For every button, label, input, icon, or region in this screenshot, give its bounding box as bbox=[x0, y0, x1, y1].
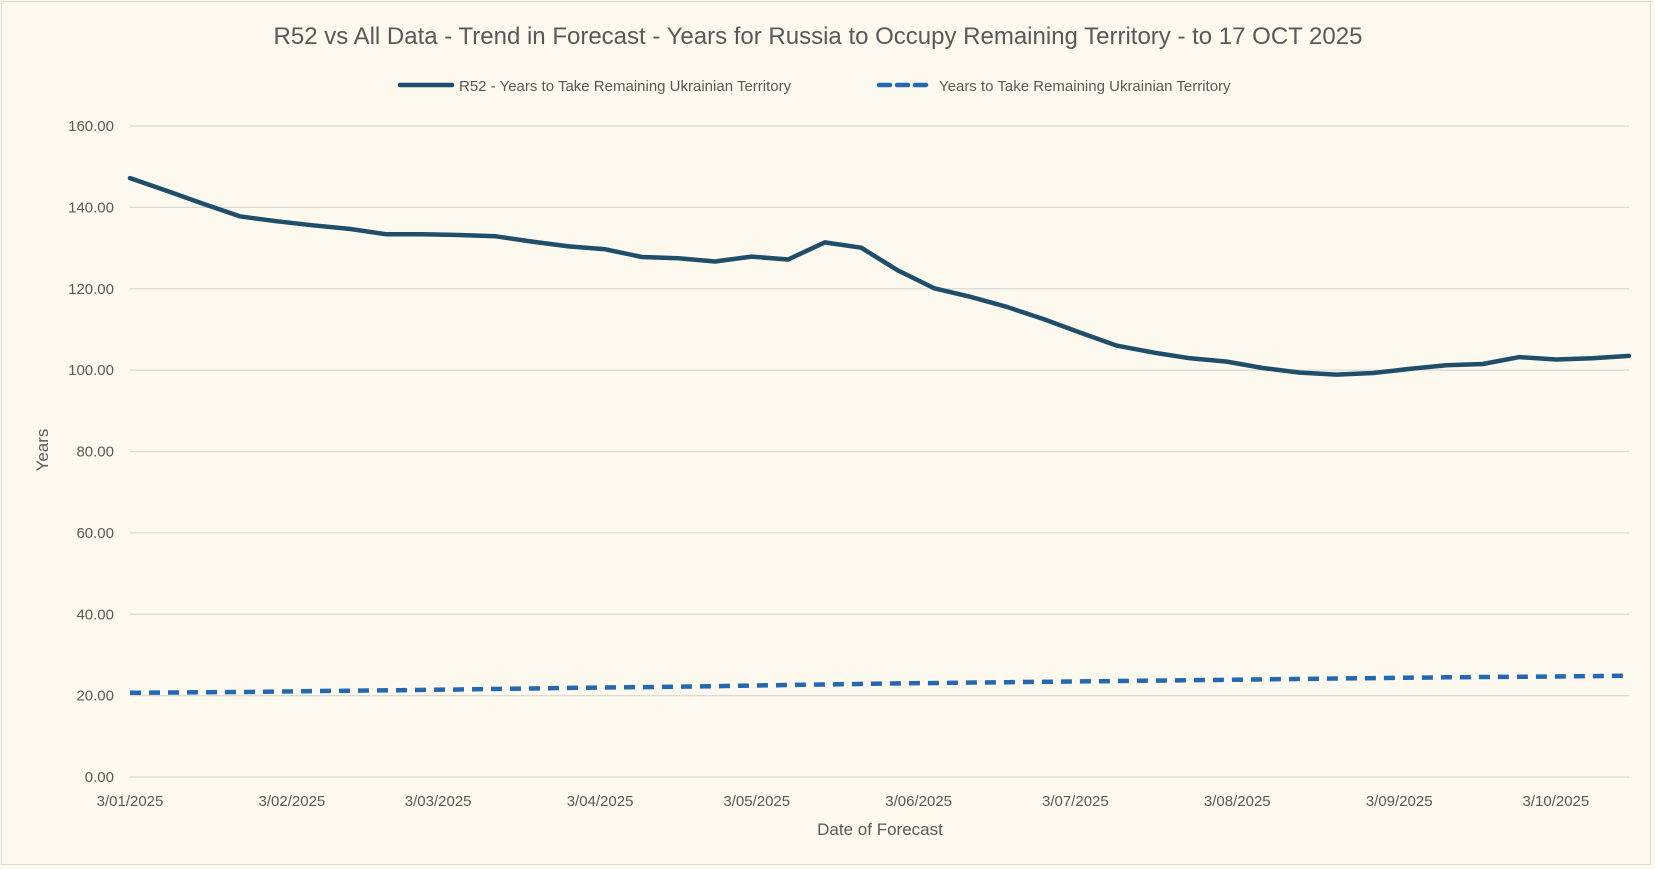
x-axis-ticks: 3/01/2025 3/02/2025 3/03/2025 3/04/2025 3/05… bbox=[97, 793, 1590, 810]
x-tick-label: 3/05/2025 bbox=[723, 793, 790, 810]
series-line-r52 bbox=[127, 175, 1632, 377]
y-tick-label: 140.00 bbox=[68, 199, 114, 216]
y-tick-label: 20.00 bbox=[76, 688, 114, 705]
legend-label-all-data: Years to Take Remaining Ukrainian Territ… bbox=[939, 78, 1231, 95]
y-tick-label: 160.00 bbox=[68, 118, 114, 135]
chart-title: R52 vs All Data - Trend in Forecast - Ye… bbox=[274, 23, 1363, 50]
x-tick-label: 3/02/2025 bbox=[259, 793, 326, 810]
gridlines bbox=[130, 125, 1629, 778]
legend: R52 - Years to Take Remaining Ukrainian … bbox=[397, 78, 1231, 95]
x-tick-label: 3/08/2025 bbox=[1204, 793, 1271, 810]
x-tick-label: 3/07/2025 bbox=[1042, 793, 1109, 810]
x-axis-title: Date of Forecast bbox=[817, 820, 943, 839]
y-tick-label: 40.00 bbox=[76, 606, 114, 623]
y-tick-label: 60.00 bbox=[76, 525, 114, 542]
x-tick-label: 3/03/2025 bbox=[405, 793, 472, 810]
y-tick-label: 0.00 bbox=[85, 769, 114, 786]
x-tick-label: 3/09/2025 bbox=[1366, 793, 1433, 810]
series-lines bbox=[127, 175, 1632, 696]
y-tick-label: 120.00 bbox=[68, 281, 114, 298]
x-tick-label: 3/04/2025 bbox=[567, 793, 634, 810]
y-tick-label: 80.00 bbox=[76, 444, 114, 461]
x-tick-label: 3/06/2025 bbox=[885, 793, 952, 810]
legend-label-r52: R52 - Years to Take Remaining Ukrainian … bbox=[459, 78, 792, 95]
y-axis-ticks: 0.00 20.00 40.00 60.00 80.00 100.00 120.00 140.… bbox=[68, 118, 114, 786]
y-tick-label: 100.00 bbox=[68, 362, 114, 379]
series-line-all-data bbox=[129, 673, 1630, 696]
x-tick-label: 3/10/2025 bbox=[1523, 793, 1590, 810]
y-axis-title: Years bbox=[33, 429, 52, 472]
x-tick-label: 3/01/2025 bbox=[97, 793, 164, 810]
